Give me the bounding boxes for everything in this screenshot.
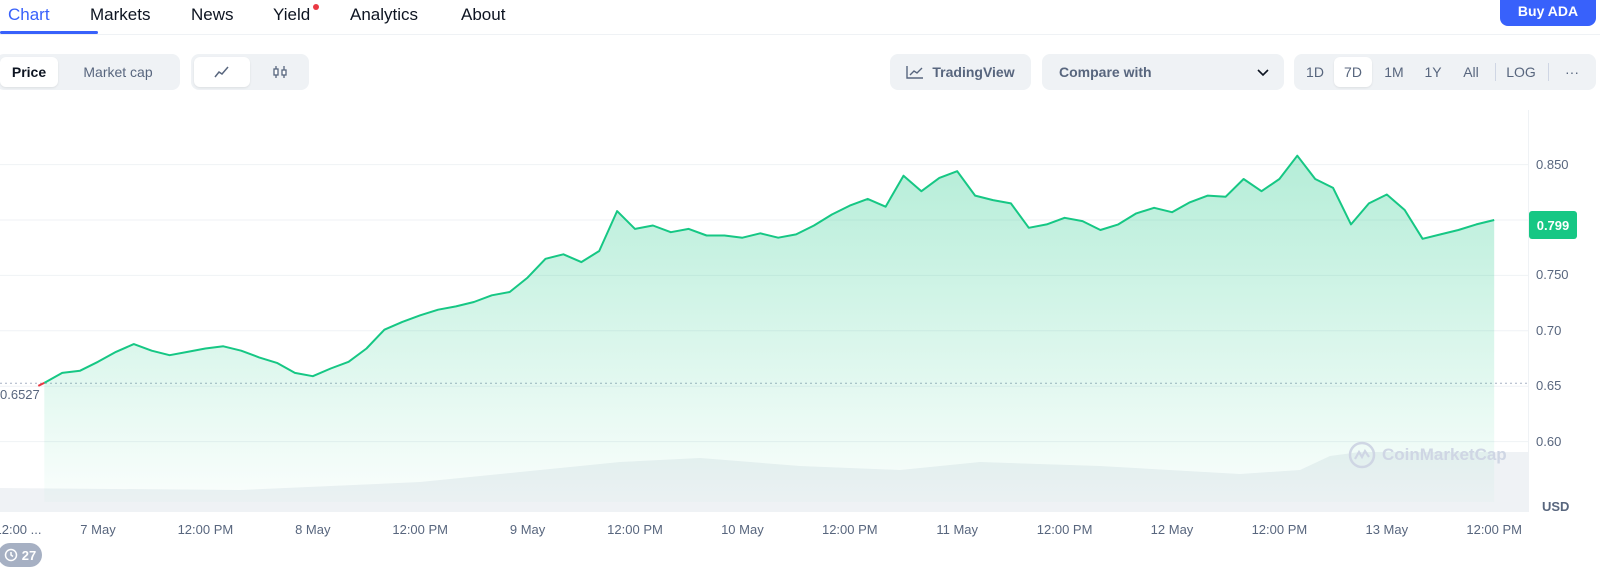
x-tick-label: 12:00 ...	[0, 522, 42, 537]
yield-notification-dot	[313, 4, 319, 10]
events-count: 27	[21, 547, 37, 563]
tab-analytics[interactable]: Analytics	[350, 5, 419, 24]
price-line	[43, 154, 1495, 384]
x-tick-label: 10 May	[721, 522, 764, 537]
price-chart[interactable]	[0, 110, 1528, 512]
price-area-fill	[44, 155, 1495, 502]
tab-about[interactable]: About	[461, 5, 506, 24]
x-tick-label: 13 May	[1365, 522, 1409, 537]
tab-yield[interactable]: Yield	[273, 5, 311, 24]
candlestick-button[interactable]	[253, 57, 307, 87]
x-tick-label: 12:00 PM	[821, 522, 878, 537]
watermark-text: CoinMarketCap	[1382, 445, 1507, 464]
range-1m[interactable]: 1M	[1384, 64, 1404, 80]
tradingview-button[interactable]: TradingView	[890, 54, 1031, 90]
x-tick-label: 8 May	[295, 522, 331, 537]
y-tick-label: 0.850	[1536, 156, 1569, 172]
log-scale-toggle[interactable]: LOG	[1506, 64, 1536, 80]
market-cap-toggle[interactable]: Market cap	[83, 64, 153, 80]
x-tick-label: 7 May	[80, 522, 116, 537]
start-marker	[37, 381, 45, 387]
y-tick-label: 0.750	[1536, 267, 1569, 283]
line-chart-button[interactable]	[194, 57, 250, 87]
x-tick-label: 9 May	[509, 522, 546, 537]
x-tick-label: 12:00 PM	[1466, 522, 1523, 537]
current-price-tag: 0.799	[1529, 211, 1577, 239]
x-tick-label: 12 May	[1150, 522, 1194, 537]
candlestick-icon	[273, 66, 287, 78]
price-toggle[interactable]: Price	[0, 57, 58, 87]
range-divider	[1548, 63, 1549, 81]
x-tick-label: 12:00 PM	[1251, 522, 1308, 537]
range-7d[interactable]: 7D	[1334, 57, 1372, 87]
y-tick-label: 0.65	[1536, 378, 1562, 394]
range-1y[interactable]: 1Y	[1424, 64, 1442, 80]
range-1d[interactable]: 1D	[1306, 64, 1324, 80]
x-tick-label: 11 May	[936, 522, 979, 537]
history-icon	[4, 548, 18, 562]
buy-ada-button[interactable]: Buy ADA	[1500, 0, 1596, 26]
tradingview-chart-icon	[906, 66, 924, 79]
x-tick-label: 12:00 PM	[607, 522, 663, 537]
tab-news[interactable]: News	[191, 5, 234, 24]
compare-with-label: Compare with	[1059, 64, 1152, 80]
range-all[interactable]: All	[1463, 64, 1479, 80]
y-tick-label: 0.60	[1536, 433, 1562, 449]
coinmarketcap-logo-icon	[1348, 441, 1376, 469]
time-range-selector: 1D 7D 1M 1Y All LOG ···	[1294, 54, 1596, 90]
x-tick-label: 12:00 PM	[177, 522, 234, 537]
range-divider	[1495, 63, 1496, 81]
top-tab-bar: Chart Markets News Yield Analytics About	[0, 0, 1600, 35]
coinmarketcap-watermark: CoinMarketCap	[1348, 441, 1507, 469]
chart-style-toggle	[191, 54, 309, 90]
tradingview-label: TradingView	[932, 64, 1015, 80]
price-axis-divider	[1528, 110, 1529, 512]
line-chart-icon	[214, 66, 229, 78]
x-tick-label: 12:00 PM	[1036, 522, 1093, 537]
tab-markets[interactable]: Markets	[90, 5, 151, 24]
active-tab-indicator	[0, 31, 98, 34]
events-badge[interactable]: 27	[0, 543, 42, 567]
currency-label: USD	[1542, 499, 1570, 514]
y-tick-label: 0.70	[1536, 322, 1562, 338]
tab-chart[interactable]: Chart	[8, 5, 50, 24]
compare-with-dropdown[interactable]: Compare with	[1042, 54, 1284, 90]
x-tick-label: 12:00 PM	[392, 522, 449, 537]
chevron-down-icon	[1257, 69, 1269, 77]
metric-toggle: Price Market cap	[0, 54, 180, 90]
start-price-label: 0.6527	[0, 387, 40, 402]
more-options-button[interactable]: ···	[1565, 64, 1579, 80]
